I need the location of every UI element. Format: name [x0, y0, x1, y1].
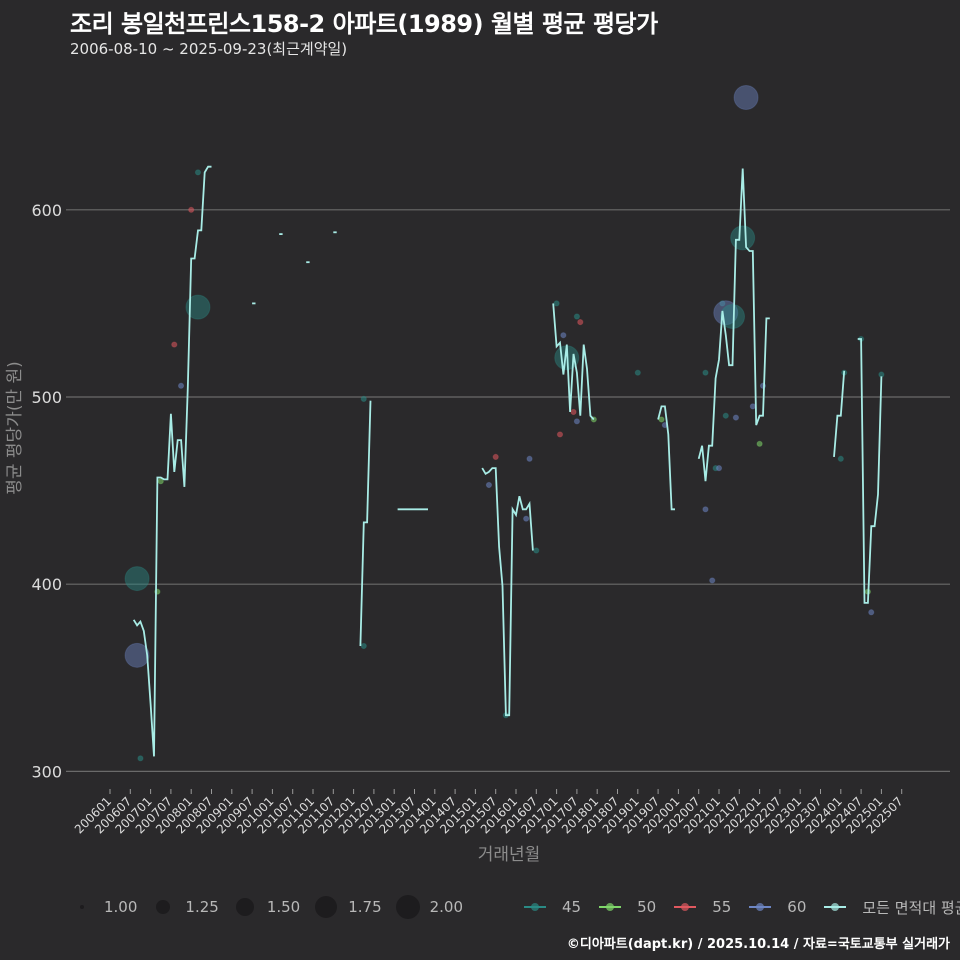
line-dot-icon: [522, 895, 548, 919]
chart-title: 조리 봉일천프린스158-2 아파트(1989) 월별 평균 평당가: [70, 10, 658, 38]
data-point-45: [573, 313, 581, 320]
size-legend-item: 1.25: [151, 895, 219, 919]
data-point-45: [124, 566, 150, 592]
line-dot-icon: [822, 895, 848, 919]
area-points: [124, 84, 885, 762]
data-point-60: [702, 506, 709, 513]
data-point-45: [137, 755, 144, 762]
size-legend-item: 1.50: [233, 895, 300, 919]
size-dot-icon: [80, 905, 84, 909]
size-legend-label: 1.50: [266, 898, 301, 916]
line-dot-icon: [747, 895, 773, 919]
data-point-45: [730, 225, 756, 251]
size-legend-item: 1.00: [70, 895, 137, 919]
line-segment: [359, 400, 372, 647]
size-legend: 1.00 1.25 1.50 1.75 2.00: [70, 895, 477, 919]
size-legend-label: 2.00: [429, 898, 464, 916]
line-segment: [552, 303, 595, 421]
data-point-45: [360, 395, 367, 402]
data-credit: ©디아파트(dapt.kr) / 2025.10.14 / 자료=국토교통부 실…: [566, 937, 950, 952]
color-legend-label: 모든 면적대 평균값: [862, 898, 960, 917]
data-point-60: [177, 382, 185, 389]
data-point-45: [878, 371, 885, 378]
data-point-50: [756, 440, 763, 447]
y-axis: 300 400 500 600: [31, 201, 62, 782]
x-axis: 2006012006072007012007072008012008072009…: [72, 789, 906, 837]
y-axis-label: 평균 평당가(만 원): [5, 361, 25, 495]
size-legend-item: 2.00: [395, 895, 464, 919]
data-point-60: [868, 609, 875, 616]
y-tick-label: 600: [31, 201, 62, 220]
color-legend-label: 60: [787, 898, 807, 916]
data-point-55: [188, 206, 195, 213]
data-point-45: [719, 300, 726, 307]
y-tick-label: 300: [31, 762, 62, 781]
line-dot-icon: [597, 895, 623, 919]
data-point-60: [715, 465, 723, 472]
line-segment: [857, 338, 883, 604]
data-point-55: [556, 431, 564, 438]
data-point-45: [634, 369, 641, 376]
data-point-60: [485, 481, 493, 489]
data-point-60: [523, 515, 530, 522]
data-point-60: [526, 455, 533, 462]
data-point-60: [573, 418, 581, 425]
color-legend-label: 55: [712, 898, 732, 916]
size-dot-icon: [395, 895, 420, 919]
color-legend-label: 45: [562, 898, 582, 916]
size-dot-icon: [315, 896, 338, 918]
data-point-45: [194, 169, 202, 176]
x-axis-label: 거래년월: [478, 845, 541, 865]
data-point-45: [533, 547, 540, 554]
data-point-45: [722, 412, 729, 419]
data-point-60: [749, 403, 756, 410]
data-point-45: [553, 300, 560, 307]
size-legend-label: 1.25: [185, 898, 219, 916]
size-dot-icon: [156, 900, 171, 914]
data-point-60: [560, 332, 567, 339]
line-segment: [132, 165, 212, 757]
size-legend-label: 1.75: [348, 898, 382, 916]
data-point-45: [185, 294, 211, 320]
color-legend: 45 50 55 60 모든 면적대 평균값: [522, 895, 960, 919]
color-legend-item: 60: [747, 895, 806, 919]
y-gridlines: [66, 209, 950, 773]
chart-subtitle: 2006-08-10 ~ 2025-09-23(최근계약일): [70, 40, 348, 58]
data-point-45: [720, 304, 746, 330]
line-segment: [481, 467, 534, 717]
data-point-60: [732, 414, 740, 421]
data-point-55: [570, 408, 577, 416]
data-point-55: [171, 341, 178, 348]
data-point-45: [360, 642, 367, 650]
color-legend-item: 45: [522, 895, 581, 919]
y-tick-label: 400: [31, 575, 62, 594]
data-point-55: [492, 453, 499, 461]
data-point-60: [709, 577, 716, 584]
data-point-60: [713, 300, 739, 326]
size-dot-icon: [235, 898, 254, 916]
color-legend-item: 모든 면적대 평균값: [822, 895, 960, 919]
line-dot-icon: [672, 895, 698, 919]
average-price-line: [132, 165, 883, 757]
line-segment: [657, 405, 675, 511]
line-segment: [697, 168, 770, 482]
size-legend-item: 1.75: [314, 895, 382, 919]
data-point-45: [702, 369, 709, 376]
color-legend-item: 55: [672, 895, 731, 919]
data-point-45: [837, 455, 844, 462]
size-legend-label: 1.00: [104, 898, 138, 916]
line-segment: [833, 370, 846, 457]
y-tick-label: 500: [31, 388, 62, 407]
data-point-60: [124, 642, 150, 668]
data-point-60: [733, 84, 759, 110]
data-point-50: [658, 416, 665, 423]
data-point-55: [577, 319, 584, 326]
color-legend-item: 50: [597, 895, 656, 919]
color-legend-label: 50: [637, 898, 657, 916]
